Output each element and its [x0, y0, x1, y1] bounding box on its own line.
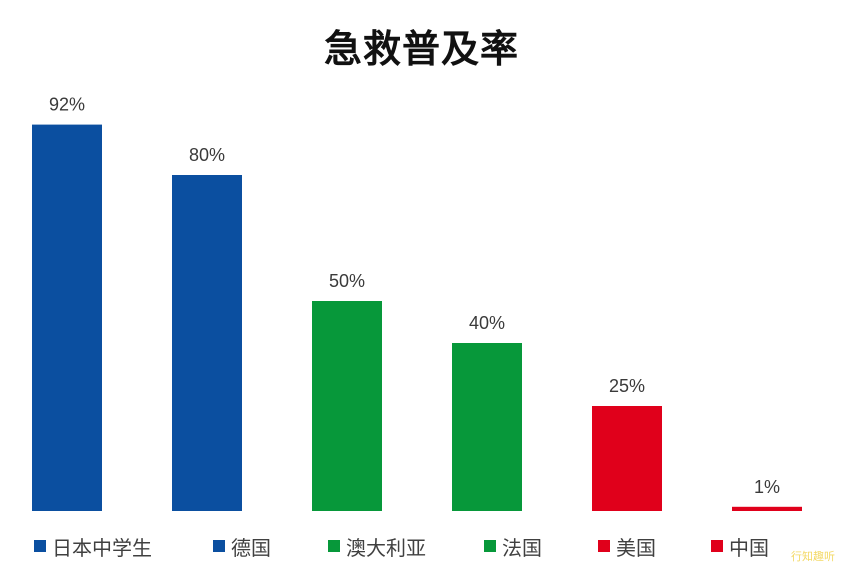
legend-label: 日本中学生: [52, 535, 152, 560]
legend-swatch: [598, 540, 610, 552]
legend-item-5: 美国: [598, 530, 656, 562]
value-label-1: 92%: [49, 95, 85, 115]
bar-4: [452, 343, 522, 511]
legend-swatch: [213, 540, 225, 552]
value-label-4: 40%: [469, 313, 505, 333]
value-label-5: 25%: [609, 376, 645, 396]
watermark: 行知趣听: [791, 550, 835, 563]
legend-item-6: 中国: [711, 530, 769, 562]
legend-item-1: 日本中学生: [34, 530, 152, 562]
legend-label: 中国: [729, 535, 769, 560]
chart-legend: 日本中学生 德国 澳大利亚 法国 美国 中国: [0, 530, 843, 562]
bar-5: [592, 406, 662, 511]
bar-2: [172, 175, 242, 511]
legend-swatch: [328, 540, 340, 552]
legend-label: 澳大利亚: [346, 535, 426, 560]
legend-label: 美国: [616, 535, 656, 560]
legend-item-4: 法国: [484, 530, 542, 562]
value-label-6: 1%: [754, 477, 780, 497]
legend-item-3: 澳大利亚: [328, 530, 426, 562]
legend-item-2: 德国: [213, 530, 271, 562]
bar-1: [32, 124, 102, 511]
legend-label: 德国: [231, 535, 271, 560]
value-label-2: 80%: [189, 145, 225, 165]
legend-swatch: [711, 540, 723, 552]
bar-6: [732, 506, 802, 511]
legend-swatch: [484, 540, 496, 552]
legend-swatch: [34, 540, 46, 552]
bar-3: [312, 301, 382, 511]
chart-title: 急救普及率: [323, 27, 519, 71]
legend-label: 法国: [502, 535, 542, 560]
value-label-3: 50%: [329, 271, 365, 291]
